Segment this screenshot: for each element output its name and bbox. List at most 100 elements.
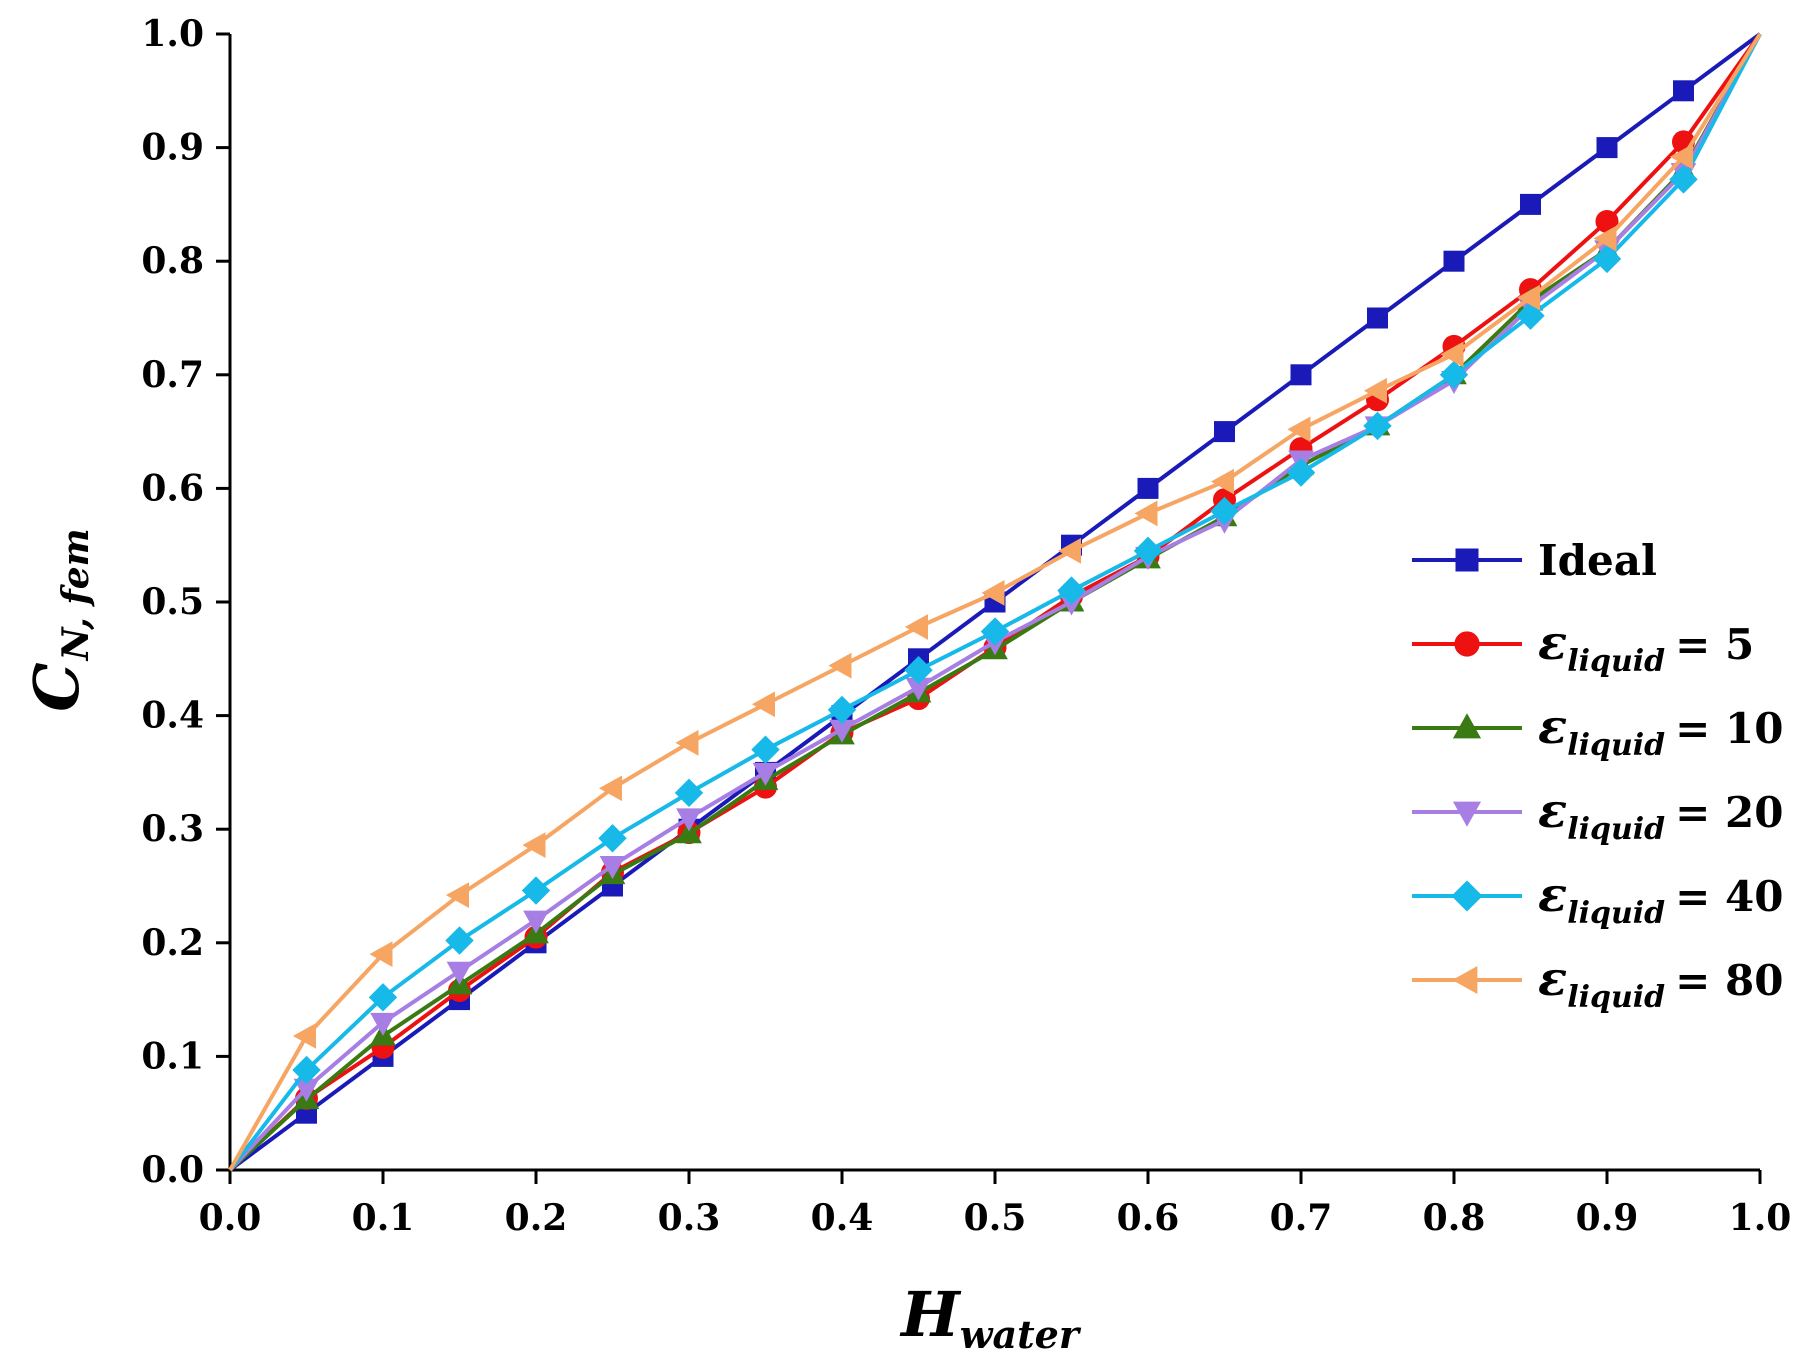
- legend-item-Ideal: Ideal: [1412, 536, 1657, 585]
- legend-item-eps40: εliquid = 40: [1412, 867, 1783, 931]
- legend-marker-eps10: [1452, 713, 1482, 739]
- data-point-eps80: [1516, 284, 1540, 311]
- legend-value: = 10: [1675, 704, 1783, 753]
- data-point-eps80: [598, 775, 622, 802]
- legend-marker-eps80: [1452, 965, 1478, 995]
- legend-sub: liquid: [1567, 896, 1665, 931]
- legend-marker-eps40: [1451, 880, 1483, 912]
- data-point-eps40: [1516, 301, 1545, 330]
- y-tick-label: 0.8: [141, 240, 204, 282]
- data-point-Ideal: [1673, 80, 1694, 102]
- data-point-eps80: [1363, 377, 1387, 404]
- data-point-Ideal: [1596, 137, 1618, 159]
- legend-symbol: ε: [1538, 615, 1567, 671]
- legend-marker-Ideal: [1455, 548, 1479, 572]
- legend-symbol: ε: [1538, 699, 1567, 755]
- legend-item-eps80: εliquid = 80: [1412, 951, 1783, 1015]
- data-point-eps40: [1439, 360, 1469, 390]
- y-axis-title-sub: N, fem: [55, 528, 97, 661]
- y-tick-label: 0.5: [141, 581, 204, 623]
- data-point-eps80: [1287, 416, 1311, 443]
- series-eps80: [228, 32, 1762, 1171]
- data-point-eps20: [370, 1012, 396, 1036]
- data-point-eps80: [1440, 341, 1464, 368]
- data-point-eps80: [751, 691, 775, 718]
- data-point-eps80: [1669, 143, 1693, 170]
- x-tick-label: 0.2: [505, 1197, 568, 1239]
- data-point-eps80: [675, 730, 699, 756]
- y-tick-label: 0.1: [141, 1035, 204, 1077]
- y-tick-label: 0.9: [141, 127, 204, 169]
- legend-marker-eps5: [1454, 631, 1480, 657]
- legend-symbol: ε: [1538, 783, 1567, 839]
- y-tick-label: 0.3: [141, 808, 204, 850]
- x-axis-title-sub: water: [960, 1312, 1082, 1357]
- y-tick-label: 0.2: [141, 922, 204, 964]
- data-point-eps40: [1133, 536, 1163, 566]
- data-point-eps80: [292, 1023, 316, 1049]
- legend-label: εliquid = 80: [1538, 951, 1783, 1015]
- data-point-eps80: [904, 614, 928, 640]
- x-tick-label: 0.7: [1270, 1197, 1333, 1239]
- data-point-Ideal: [1214, 421, 1235, 443]
- legend-label-text: Ideal: [1538, 536, 1657, 585]
- y-axis-title-main: C: [20, 662, 93, 711]
- legend-label: εliquid = 10: [1538, 699, 1783, 763]
- x-tick-label: 0.9: [1576, 1197, 1639, 1239]
- legend-label: εliquid = 40: [1538, 867, 1783, 931]
- legend-item-eps5: εliquid = 5: [1412, 615, 1754, 679]
- legend-label: εliquid = 20: [1538, 783, 1783, 847]
- data-point-eps80: [828, 652, 852, 679]
- data-point-eps40: [1669, 165, 1698, 194]
- legend-symbol: ε: [1538, 951, 1567, 1007]
- data-point-eps20: [523, 910, 549, 934]
- data-point-eps80: [369, 941, 393, 968]
- x-tick-label: 0.8: [1423, 1197, 1486, 1239]
- data-point-eps80: [1057, 538, 1081, 564]
- data-point-eps40: [1057, 576, 1086, 605]
- axes: 0.0 0.1 0.2 0.3 0.4 0.5 0.6 0.7 0.8 0.9 1.0 0.0 0.1 0…: [141, 13, 1791, 1239]
- data-point-eps80: [981, 580, 1005, 606]
- data-point-Ideal: [1520, 193, 1541, 215]
- legend-value: = 20: [1675, 788, 1783, 837]
- x-tick-label: 0.6: [1117, 1197, 1180, 1239]
- data-point-eps40: [368, 983, 398, 1012]
- data-point-Ideal: [1290, 364, 1312, 386]
- data-point-eps20: [676, 808, 702, 832]
- x-tick-label: 0.3: [658, 1197, 721, 1239]
- legend-symbol: ε: [1538, 867, 1567, 923]
- data-point-eps80: [445, 882, 469, 908]
- data-point-eps40: [980, 617, 1010, 646]
- data-point-eps40: [521, 876, 551, 905]
- y-tick-label: 1.0: [141, 13, 204, 55]
- data-point-eps20: [446, 961, 473, 985]
- legend-value: = 80: [1675, 956, 1783, 1005]
- y-tick-label: 0.6: [141, 467, 204, 509]
- data-point-Ideal: [1443, 250, 1465, 272]
- legend-marker-eps20: [1452, 801, 1482, 827]
- y-tick-label: 0.7: [141, 354, 204, 396]
- legend-value: = 5: [1675, 620, 1754, 669]
- data-point-eps80: [522, 832, 546, 858]
- plot-area: [228, 32, 1762, 1172]
- data-point-eps40: [1363, 411, 1392, 441]
- y-tick-label: 0.4: [141, 695, 204, 737]
- data-point-eps80: [1593, 225, 1617, 252]
- data-point-eps40: [751, 735, 780, 764]
- x-axis-title-main: H: [899, 1278, 962, 1351]
- data-point-eps10: [676, 820, 702, 844]
- data-point-eps40: [292, 1055, 321, 1085]
- data-point-Ideal: [1137, 477, 1159, 499]
- legend-label: Ideal: [1538, 536, 1657, 585]
- legend-sub: liquid: [1567, 728, 1665, 763]
- data-point-eps40: [445, 926, 474, 955]
- x-tick-label: 0.0: [199, 1197, 262, 1239]
- data-point-eps40: [674, 778, 704, 808]
- data-point-eps40: [598, 824, 627, 853]
- x-tick-label: 0.4: [811, 1197, 874, 1239]
- legend-item-eps20: εliquid = 20: [1412, 783, 1783, 847]
- legend-value: = 40: [1675, 872, 1783, 921]
- legend-sub: liquid: [1567, 644, 1665, 679]
